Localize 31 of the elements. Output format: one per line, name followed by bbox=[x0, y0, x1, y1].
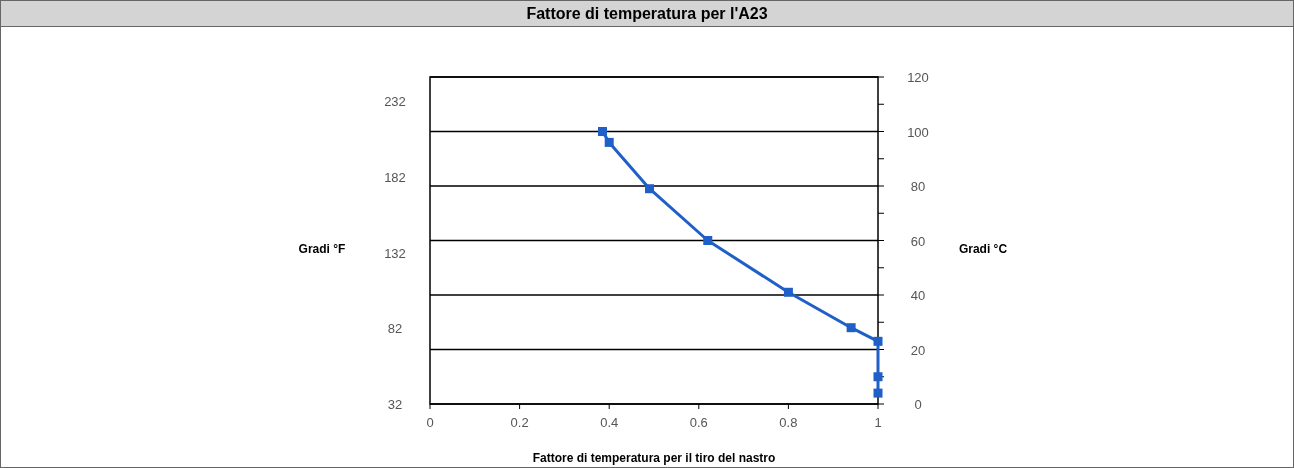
y-tick-label: 0 bbox=[914, 397, 922, 412]
x-axis-title: Fattore di temperatura per il tiro del nastro bbox=[532, 451, 776, 465]
point bbox=[873, 336, 883, 346]
y2-tick-label: 32 bbox=[387, 397, 403, 412]
point bbox=[873, 388, 883, 398]
point bbox=[846, 323, 856, 333]
point bbox=[597, 127, 607, 136]
y2-tick-label: 82 bbox=[387, 321, 403, 337]
x-tick-label: 0.8 bbox=[779, 415, 798, 430]
y2-tick-label: 132 bbox=[384, 245, 406, 261]
x-tick-label: 0 bbox=[426, 415, 434, 430]
point bbox=[645, 184, 655, 194]
x-tick-label: 1 bbox=[874, 415, 882, 430]
point bbox=[783, 287, 793, 297]
x-tick-label: 0.2 bbox=[510, 415, 529, 430]
y-tick-label: 60 bbox=[910, 233, 926, 249]
y-tick-label: 40 bbox=[910, 288, 926, 303]
chart-title: Fattore di temperatura per l'A23 bbox=[526, 5, 768, 22]
y-tick-label: 100 bbox=[907, 124, 929, 140]
x-tick-label: 0.6 bbox=[689, 415, 708, 430]
y-tick-label: 20 bbox=[910, 342, 926, 358]
x-tick-label: 0.4 bbox=[600, 415, 619, 430]
point bbox=[703, 236, 713, 245]
y2-axis-title: Gradi °F bbox=[298, 242, 346, 256]
point bbox=[604, 137, 614, 147]
y2-tick-label: 232 bbox=[384, 94, 406, 110]
point bbox=[873, 372, 883, 382]
y-axis-title: Gradi °C bbox=[958, 242, 1008, 256]
y-tick-label: 80 bbox=[910, 179, 926, 194]
y-tick-label: 120 bbox=[907, 70, 929, 85]
y2-tick-label: 182 bbox=[384, 169, 406, 185]
